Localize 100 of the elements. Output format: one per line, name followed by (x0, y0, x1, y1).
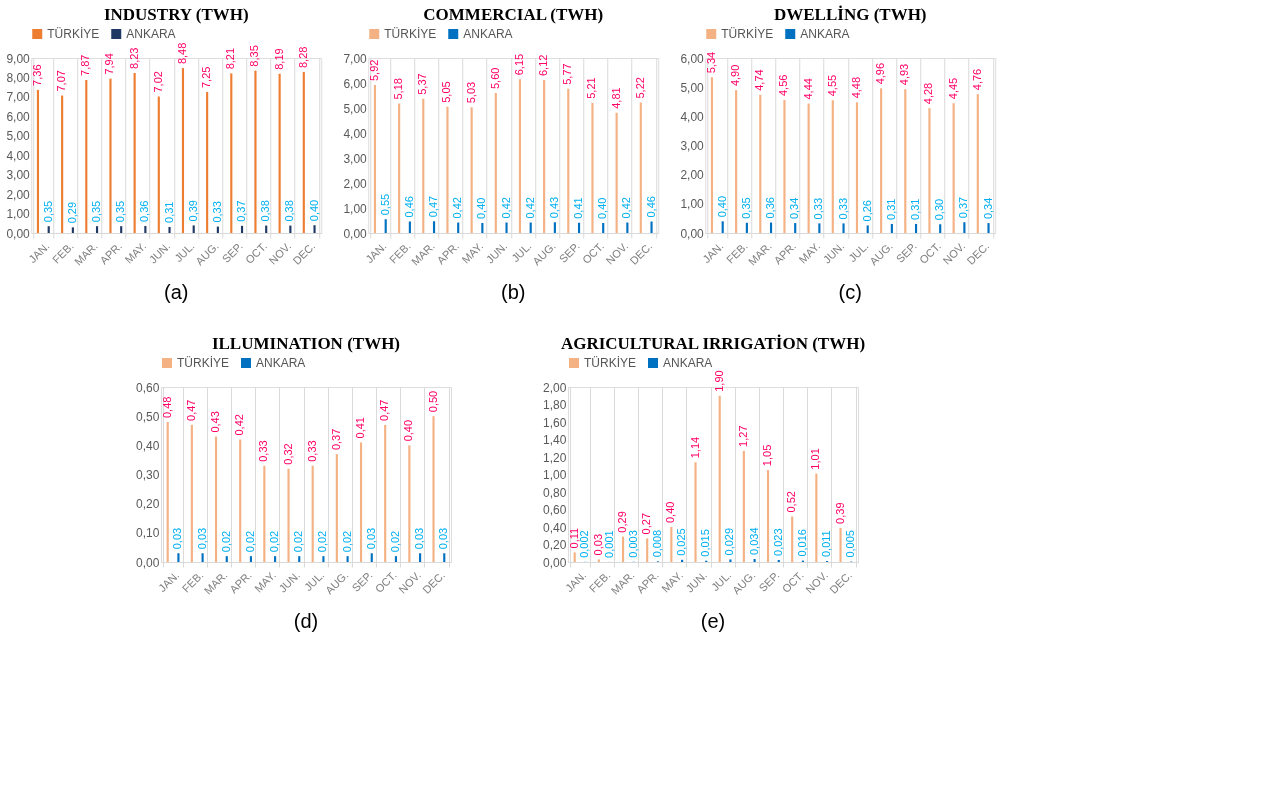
data-label: 0,39 (833, 502, 846, 524)
bar (373, 85, 377, 233)
data-label: 4,44 (801, 78, 814, 100)
data-label: 0,11 (567, 527, 580, 549)
bar (815, 473, 818, 562)
data-label: 1,27 (736, 425, 749, 447)
data-label: 0,02 (292, 530, 305, 553)
data-label: 8,35 (248, 45, 261, 67)
bar (939, 224, 942, 233)
y-tick-label: 2,00 (6, 187, 31, 202)
y-tick-label: 0,00 (343, 226, 368, 241)
data-label: 7,94 (103, 53, 116, 75)
y-tick-label: 1,40 (543, 433, 567, 447)
x-tick-label: JUL. (846, 239, 871, 265)
bar (190, 424, 193, 562)
legend-label: ANKARA (662, 356, 713, 370)
y-tick-label: 6,00 (343, 76, 368, 91)
bar (370, 553, 373, 562)
bar (446, 106, 449, 233)
data-label: 4,90 (729, 64, 742, 87)
data-label: 0,011 (820, 530, 833, 558)
bar (384, 424, 387, 562)
bar (573, 552, 576, 562)
y-tick-label: 0,40 (136, 438, 160, 453)
y-tick-label: 0,80 (543, 485, 567, 500)
data-label: 0,034 (747, 527, 760, 556)
bar (239, 439, 242, 562)
data-label: 0,43 (547, 196, 560, 219)
data-label: 0,52 (785, 491, 798, 513)
bar (567, 88, 570, 233)
data-label: 0,03 (195, 527, 208, 550)
data-label: 0,32 (281, 443, 294, 465)
data-label: 4,93 (898, 63, 911, 86)
y-tick-label: 5,00 (343, 101, 368, 116)
data-label: 7,07 (55, 70, 68, 92)
bar (61, 95, 64, 233)
text: (b) (501, 281, 526, 303)
y-tick-label: 0,00 (543, 555, 567, 570)
data-label: 0,42 (499, 197, 512, 219)
bar (880, 88, 883, 233)
data-label: 0,34 (981, 197, 994, 220)
data-label: 0,40 (596, 197, 609, 219)
bar (646, 538, 649, 562)
bar (742, 450, 745, 562)
bar (230, 73, 233, 233)
data-label: 0,02 (316, 530, 329, 553)
bar (311, 465, 314, 562)
data-label: 8,48 (175, 42, 188, 65)
data-label: 0,35 (739, 197, 752, 219)
data-label: 8,28 (296, 46, 309, 68)
y-tick-label: 0,40 (543, 520, 567, 535)
data-label: 0,40 (402, 419, 415, 442)
legend-label: ANKARA (255, 356, 306, 370)
bar (192, 225, 195, 233)
data-label: 4,74 (753, 69, 766, 91)
data-label: 4,45 (946, 77, 959, 100)
bar (120, 226, 123, 233)
bar (543, 80, 546, 233)
data-label: 0,016 (795, 529, 808, 557)
y-tick-label: 0,00 (6, 226, 31, 241)
bar (791, 516, 794, 562)
data-label: 0,33 (257, 440, 270, 462)
bar (987, 223, 990, 233)
legend-label: ANKARA (800, 27, 850, 41)
data-label: 0,26 (860, 199, 873, 222)
bar (346, 556, 349, 562)
y-tick-label: 7,00 (6, 90, 31, 105)
bar (577, 222, 581, 233)
data-label: 7,25 (200, 66, 213, 89)
bar (807, 103, 810, 233)
data-label: 5,22 (633, 77, 646, 99)
data-label: 1,05 (761, 444, 774, 467)
data-label: 0,37 (329, 428, 342, 451)
bar (278, 73, 281, 233)
data-label: 0,03 (591, 533, 604, 556)
bar (177, 553, 180, 562)
data-label: 0,03 (171, 527, 184, 550)
x-tick-label: JUL. (172, 239, 197, 265)
y-tick-label: 1,00 (343, 201, 368, 216)
bar (729, 559, 732, 562)
bar (214, 436, 218, 562)
bar (422, 98, 425, 233)
legend-label: TÜRKİYE (384, 27, 437, 41)
data-label: 0,38 (283, 200, 296, 222)
bar (481, 223, 484, 233)
data-label: 0,29 (616, 511, 629, 533)
data-label: 0,30 (933, 198, 946, 221)
data-label: 0,27 (640, 512, 653, 535)
data-label: 0,36 (138, 200, 151, 222)
bar (157, 96, 160, 233)
data-label: 0,33 (305, 440, 318, 462)
data-label: 0,48 (160, 396, 173, 418)
data-label: 0,02 (388, 530, 401, 553)
chart-title: COMMERCIAL (TWH) (423, 5, 604, 24)
data-label: 4,55 (825, 74, 838, 97)
chart-title: ILLUMINATION (TWH) (211, 334, 401, 353)
y-tick-label: 0,30 (136, 468, 160, 482)
bar (95, 226, 99, 233)
y-tick-label: 0,60 (543, 503, 567, 517)
data-label: 0,34 (788, 197, 801, 220)
